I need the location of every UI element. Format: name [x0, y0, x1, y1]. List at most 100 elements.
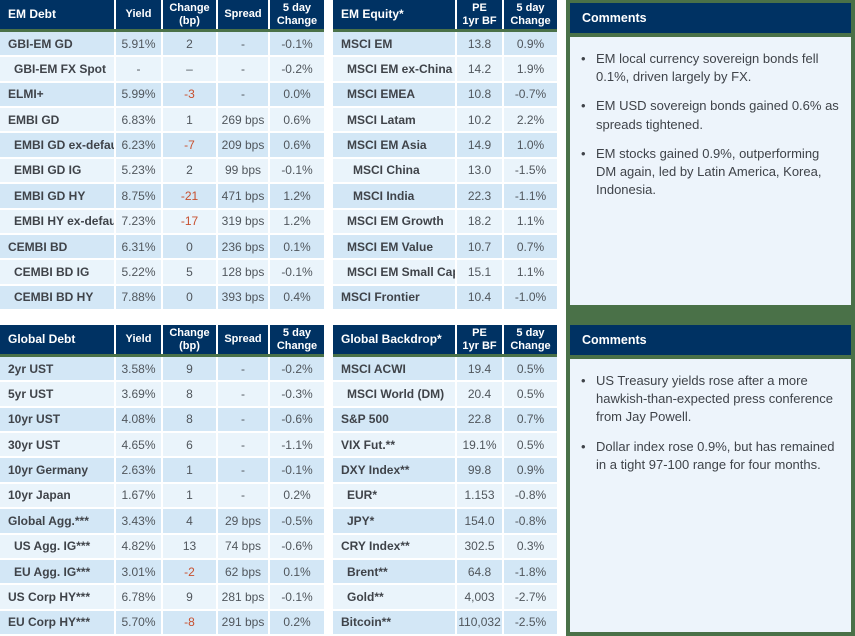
cell-change: 9	[163, 357, 218, 383]
cell-spread: -	[218, 82, 270, 109]
table-row: 30yr UST 4.65% 6- -1.1%	[0, 433, 324, 459]
cell-pe: 99.8	[457, 458, 504, 484]
cell-spread: -	[218, 382, 270, 408]
cell-pe: 10.7	[457, 234, 504, 261]
table-row: Gold** 4,003 -2.7%	[333, 585, 557, 611]
cell-five_day: 1.1%	[504, 209, 557, 235]
cell-change: 13	[163, 534, 218, 560]
cell-pe: 13.0	[457, 158, 504, 185]
cell-pe: 4,003	[457, 585, 504, 611]
cell-five_day: -0.1%	[270, 458, 324, 484]
column-header-change-bp: Change (bp)	[163, 325, 218, 354]
cell-spread: 99 bps	[218, 158, 270, 185]
global-debt-table: Global Debt Yield Change (bp) Spread 5 d…	[0, 325, 324, 636]
cell-yield: 4.65%	[116, 433, 163, 459]
row-label: MSCI India	[333, 184, 457, 210]
table-row: ELMI+ 5.99% -3-0.0%	[0, 82, 324, 109]
column-header-yield: Yield	[116, 0, 163, 29]
cell-pe: 64.8	[457, 559, 504, 586]
column-header-yield: Yield	[116, 325, 163, 354]
cell-yield: 5.91%	[116, 32, 163, 58]
row-label: EMBI GD	[0, 108, 116, 134]
column-header-5day-change: 5 day Change	[276, 2, 318, 27]
column-header-5day-change: 5 day Change	[276, 327, 318, 352]
row-label: 10yr Germany	[0, 458, 116, 484]
table-row: EMBI GD ex-default 6.23% -7 209 bps 0.6%	[0, 133, 324, 159]
cell-pe: 10.4	[457, 285, 504, 311]
cell-change: 6	[163, 433, 218, 459]
cell-five_day: -0.1%	[270, 158, 324, 185]
table-row: 10yr Germany 2.63% 1- -0.1%	[0, 458, 324, 484]
cell-yield: 3.43%	[116, 509, 163, 535]
row-label: S&P 500	[333, 407, 457, 434]
table-row: MSCI EM Asia 14.9 1.0%	[333, 133, 557, 159]
global-backdrop-table: Global Backdrop* PE 1yr BF 5 day Change …	[333, 325, 557, 636]
row-label: EU Agg. IG***	[0, 559, 116, 586]
row-label: 2yr UST	[0, 357, 116, 383]
table-row: MSCI India 22.3 -1.1%	[333, 184, 557, 210]
cell-yield: 6.31%	[116, 234, 163, 261]
cell-pe: 14.2	[457, 57, 504, 83]
cell-five_day: 0.7%	[504, 234, 557, 261]
cell-five_day: -0.1%	[270, 585, 324, 611]
row-label: EMBI GD IG	[0, 158, 116, 185]
cell-five_day: 1.0%	[504, 133, 557, 159]
comments-panel-bottom: US Treasury yields rose after a more haw…	[570, 359, 851, 632]
cell-five_day: 1.2%	[270, 209, 324, 235]
row-label: MSCI EM Asia	[333, 133, 457, 159]
column-header-pe: PE 1yr BF	[457, 325, 504, 354]
table-row: S&P 500 22.8 0.7%	[333, 407, 557, 434]
global-backdrop-body: MSCI ACWI 19.4 0.5% MSCI World (DM) 20.4 0.5%…	[333, 357, 557, 636]
table-row: MSCI Latam 10.2 2.2%	[333, 108, 557, 134]
cell-pe: 15.1	[457, 260, 504, 286]
cell-change: -8	[163, 610, 218, 636]
row-label: CEMBI BD HY	[0, 285, 116, 311]
cell-yield: 1.67%	[116, 483, 163, 510]
cell-five_day: 0.4%	[270, 285, 324, 311]
cell-pe: 18.2	[457, 209, 504, 235]
cell-five_day: 0.3%	[504, 534, 557, 560]
cell-five_day: -0.6%	[270, 534, 324, 560]
global-debt-header: Global Debt Yield Change (bp) Spread 5 d…	[0, 325, 324, 357]
cell-yield: 7.88%	[116, 285, 163, 311]
cell-spread: -	[218, 32, 270, 58]
table-title: EM Equity*	[333, 0, 457, 29]
comments-panel-top: EM local currency sovereign bonds fell 0…	[570, 37, 851, 305]
row-label: MSCI EMEA	[333, 82, 457, 109]
cell-change: 8	[163, 382, 218, 408]
table-row: CEMBI BD 6.31% 0 236 bps 0.1%	[0, 234, 324, 261]
row-label: MSCI World (DM)	[333, 382, 457, 408]
cell-pe: 10.8	[457, 82, 504, 109]
cell-five_day: 1.2%	[270, 184, 324, 210]
column-header-pe: PE 1yr BF	[457, 0, 504, 29]
cell-five_day: -0.6%	[270, 407, 324, 434]
comment-bullet: EM local currency sovereign bonds fell 0…	[577, 50, 843, 86]
column-header-spread: Spread	[218, 325, 270, 354]
row-label: ELMI+	[0, 82, 116, 109]
row-label: MSCI EM ex-China	[333, 57, 457, 83]
cell-spread: 291 bps	[218, 610, 270, 636]
table-row: EU Agg. IG*** 3.01% -2 62 bps 0.1%	[0, 559, 324, 586]
table-row: MSCI EMEA 10.8 -0.7%	[333, 82, 557, 109]
column-header-5day-change: 5 day Change	[510, 2, 551, 27]
comments-bottom-title: Comments	[570, 325, 851, 355]
table-row: MSCI Frontier 10.4 -1.0%	[333, 285, 557, 311]
cell-spread: -	[218, 57, 270, 83]
cell-spread: 471 bps	[218, 184, 270, 210]
comments-bottom-list: US Treasury yields rose after a more haw…	[570, 359, 851, 474]
cell-five_day: -1.8%	[504, 559, 557, 586]
table-row: GBI-EM GD 5.91% 2- -0.1%	[0, 32, 324, 58]
table-row: EUR* 1.153 -0.8%	[333, 483, 557, 510]
row-label: MSCI China	[333, 158, 457, 185]
cell-five_day: -0.7%	[504, 82, 557, 109]
table-row: MSCI EM ex-China 14.2 1.9%	[333, 57, 557, 83]
cell-yield: 3.69%	[116, 382, 163, 408]
cell-five_day: -0.2%	[270, 357, 324, 383]
cell-yield: 5.99%	[116, 82, 163, 109]
row-label: US Agg. IG***	[0, 534, 116, 560]
cell-change: 8	[163, 407, 218, 434]
row-label: VIX Fut.**	[333, 433, 457, 459]
em-debt-table: EM Debt Yield Change (bp) Spread 5 day C…	[0, 0, 324, 311]
table-row: DXY Index** 99.8 0.9%	[333, 458, 557, 484]
cell-change: 4	[163, 509, 218, 535]
